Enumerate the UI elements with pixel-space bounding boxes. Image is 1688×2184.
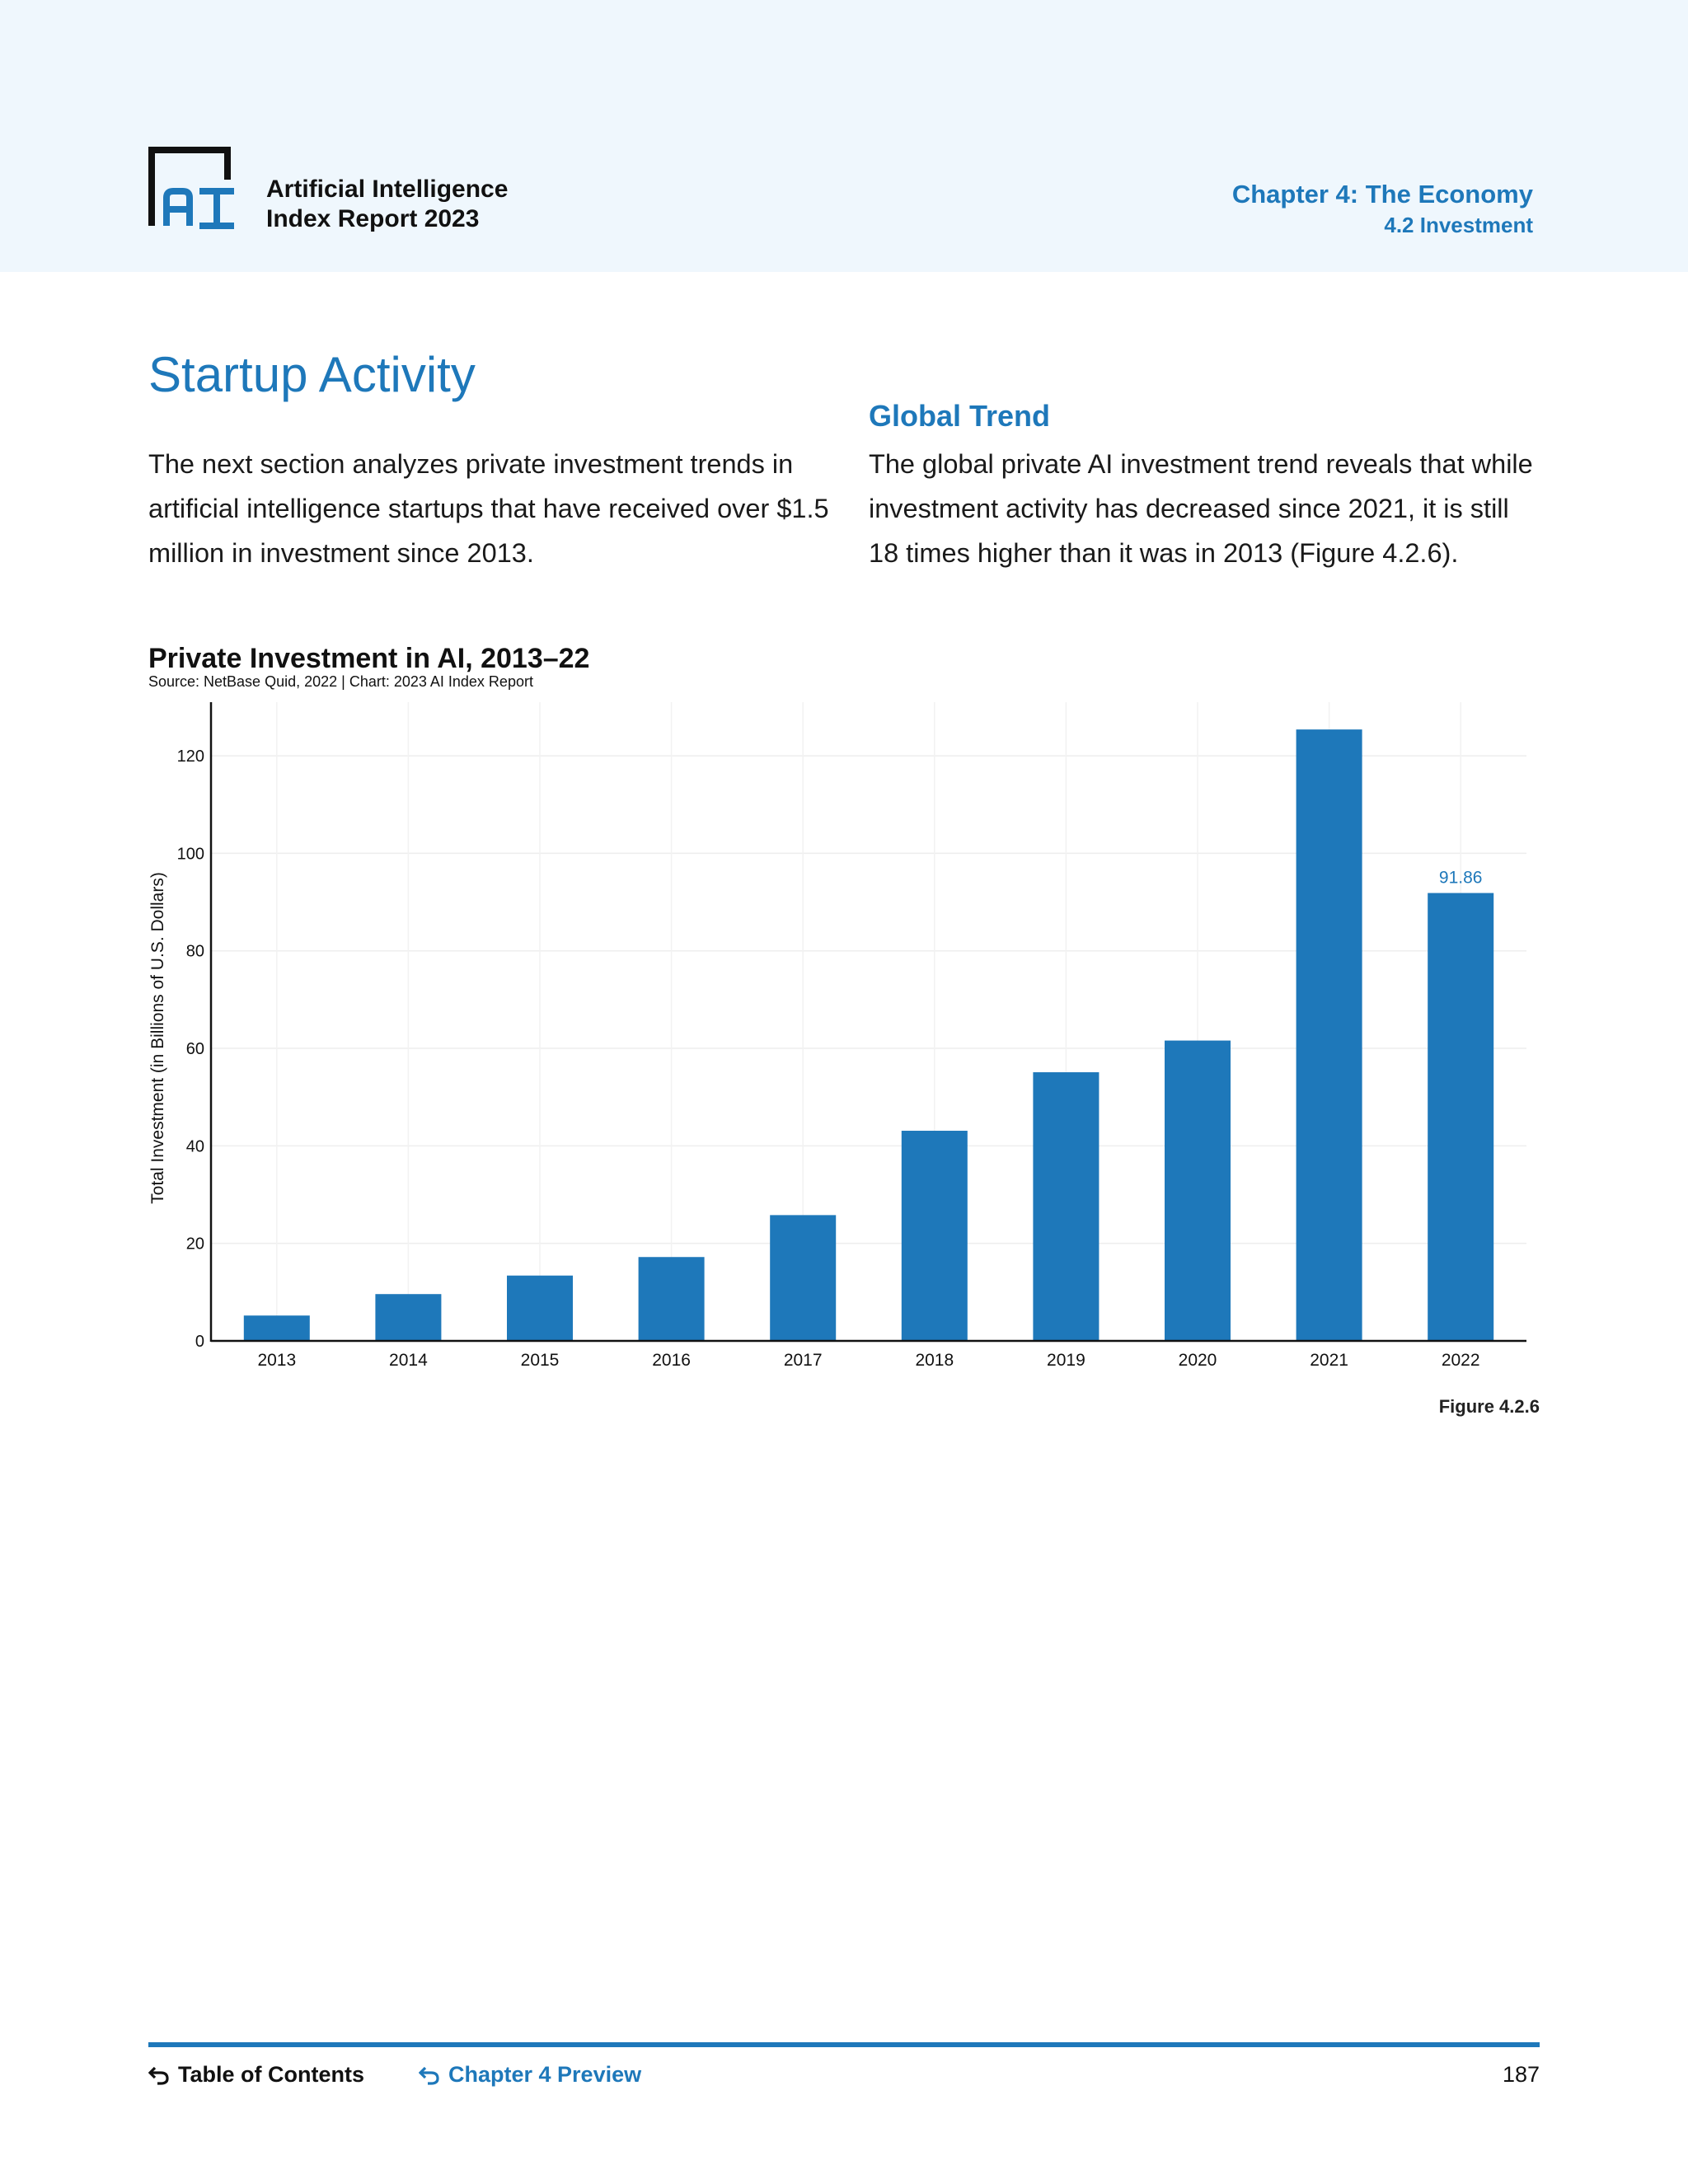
bar-2013 — [243, 1315, 310, 1341]
section-heading: Global Trend — [869, 399, 1051, 433]
ai-index-logo-icon — [148, 147, 234, 229]
chapter-preview-label: Chapter 4 Preview — [448, 2062, 642, 2087]
data-label: 91.86 — [1439, 869, 1483, 888]
bar-2017 — [770, 1215, 837, 1341]
back-arrow-icon — [148, 2066, 169, 2085]
table-of-contents-label: Table of Contents — [178, 2062, 364, 2087]
chapter-preview-link[interactable]: Chapter 4 Preview — [419, 2062, 641, 2088]
x-tick-label: 2013 — [257, 1351, 296, 1370]
chapter-title[interactable]: Chapter 4: The Economy — [1231, 180, 1533, 209]
page-number: 187 — [1502, 2062, 1540, 2087]
bar-2019 — [1033, 1072, 1100, 1341]
y-tick-label: 120 — [177, 748, 204, 766]
bar-2016 — [638, 1257, 705, 1341]
report-title: Artificial Intelligence Index Report 202… — [266, 175, 508, 234]
chart-title: Private Investment in AI, 2013–22 — [148, 643, 590, 674]
bar-2014 — [375, 1294, 442, 1341]
y-tick-label: 80 — [186, 943, 204, 961]
bar-chart: 0 20 40 60 80 100 120 2013 2014 2015 2016 2017 2018 2… — [148, 702, 1526, 1370]
x-tick-label: 2015 — [521, 1351, 560, 1370]
figure-label: Figure 4.2.6 — [1438, 1396, 1540, 1417]
report-title-line1: Artificial Intelligence — [266, 176, 509, 203]
x-tick-label: 2019 — [1047, 1351, 1085, 1370]
trend-paragraph: The global private AI investment trend r… — [869, 449, 1533, 568]
y-tick-label: 0 — [195, 1333, 204, 1351]
page-title: Startup Activity — [148, 347, 476, 402]
back-arrow-icon — [419, 2066, 439, 2085]
intro-paragraph: The next section analyzes private invest… — [148, 449, 829, 568]
chart-source: Source: NetBase Quid, 2022 | Chart: 2023… — [148, 673, 533, 690]
table-of-contents-link[interactable]: Table of Contents — [148, 2062, 364, 2088]
chapter-subtitle[interactable]: 4.2 Investment — [1384, 213, 1533, 237]
y-tick-label: 60 — [186, 1040, 204, 1058]
footer-divider — [148, 2042, 1540, 2047]
y-tick-label: 20 — [186, 1235, 204, 1254]
x-tick-label: 2018 — [915, 1351, 954, 1370]
page-header: Artificial Intelligence Index Report 202… — [0, 0, 1688, 272]
bar-2022 — [1428, 893, 1494, 1341]
x-tick-label: 2022 — [1442, 1351, 1480, 1370]
x-tick-label: 2016 — [652, 1351, 691, 1370]
x-tick-label: 2014 — [389, 1351, 428, 1370]
x-tick-label: 2020 — [1179, 1351, 1217, 1370]
bar-2015 — [507, 1275, 573, 1341]
bar-2020 — [1165, 1040, 1231, 1341]
x-tick-label: 2021 — [1310, 1351, 1348, 1370]
chapter-breadcrumb: Chapter 4: The Economy 4.2 Investment — [1232, 178, 1533, 239]
y-tick-label: 100 — [177, 845, 204, 863]
y-tick-label: 40 — [186, 1137, 204, 1155]
x-tick-label: 2017 — [784, 1351, 823, 1370]
y-axis-label: Total Investment (in Billions of U.S. Do… — [148, 872, 167, 1204]
report-title-line2: Index Report 2023 — [266, 205, 480, 232]
bar-2021 — [1296, 729, 1362, 1341]
bar-2018 — [901, 1131, 968, 1341]
